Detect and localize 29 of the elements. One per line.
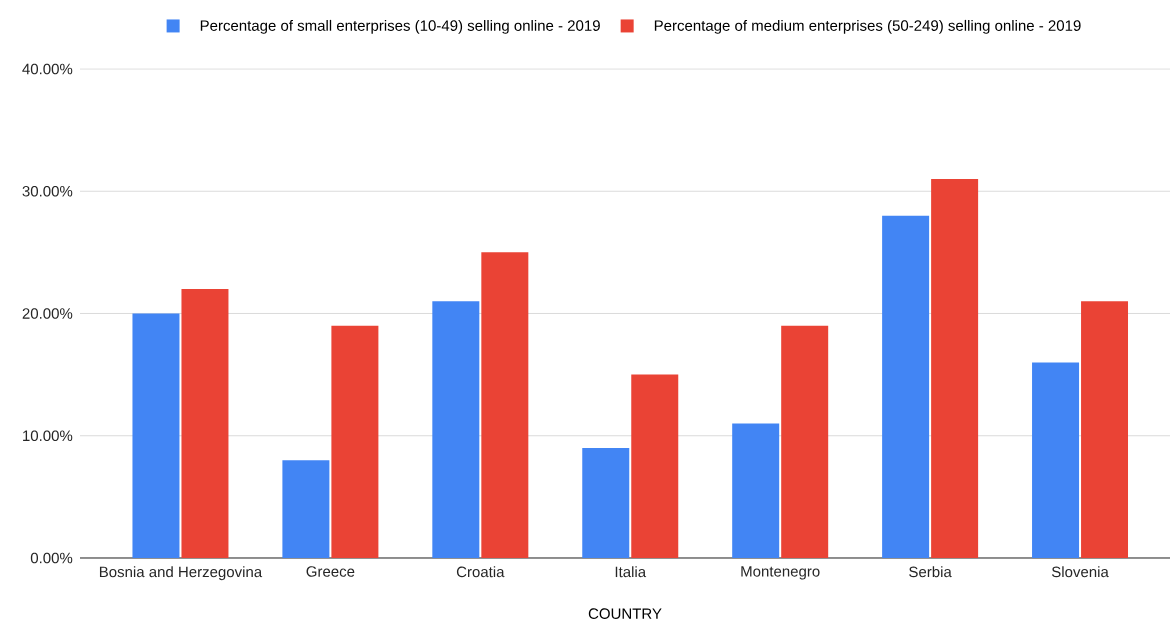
y-tick-label: 30.00% — [22, 185, 73, 197]
bar — [931, 179, 979, 558]
bar — [331, 325, 379, 558]
bar — [582, 447, 630, 558]
x-tick-label: Greece — [306, 566, 355, 577]
x-axis-title: COUNTRY — [588, 608, 662, 619]
y-tick-label: 10.00% — [23, 430, 73, 442]
bar — [132, 313, 180, 558]
x-tick-label: Croatia — [456, 566, 505, 578]
bar — [882, 215, 930, 558]
bar — [432, 301, 480, 558]
y-tick-label: 20.00% — [22, 308, 73, 319]
bar — [732, 423, 780, 558]
bar — [631, 374, 679, 558]
bar — [282, 460, 330, 558]
legend-label: Percentage of medium enterprises (50-249) selling online - 2019 — [654, 19, 1081, 34]
bar — [481, 252, 529, 558]
x-tick-label: Serbia — [909, 566, 952, 578]
bar — [1081, 301, 1129, 558]
x-tick-label: Slovenia — [1051, 566, 1109, 578]
x-tick-label: Italia — [615, 566, 647, 578]
y-tick-label: 40.00% — [22, 63, 73, 75]
x-tick-label: Bosnia and Herzegovina — [99, 566, 263, 581]
bar — [181, 289, 229, 558]
bar — [1032, 362, 1080, 558]
bar — [781, 325, 829, 558]
legend-label: Percentage of small enterprises (10-49) selling online - 2019 — [200, 19, 600, 34]
x-tick-label: Montenegro — [741, 566, 820, 580]
y-tick-label: 0.00% — [30, 552, 73, 564]
